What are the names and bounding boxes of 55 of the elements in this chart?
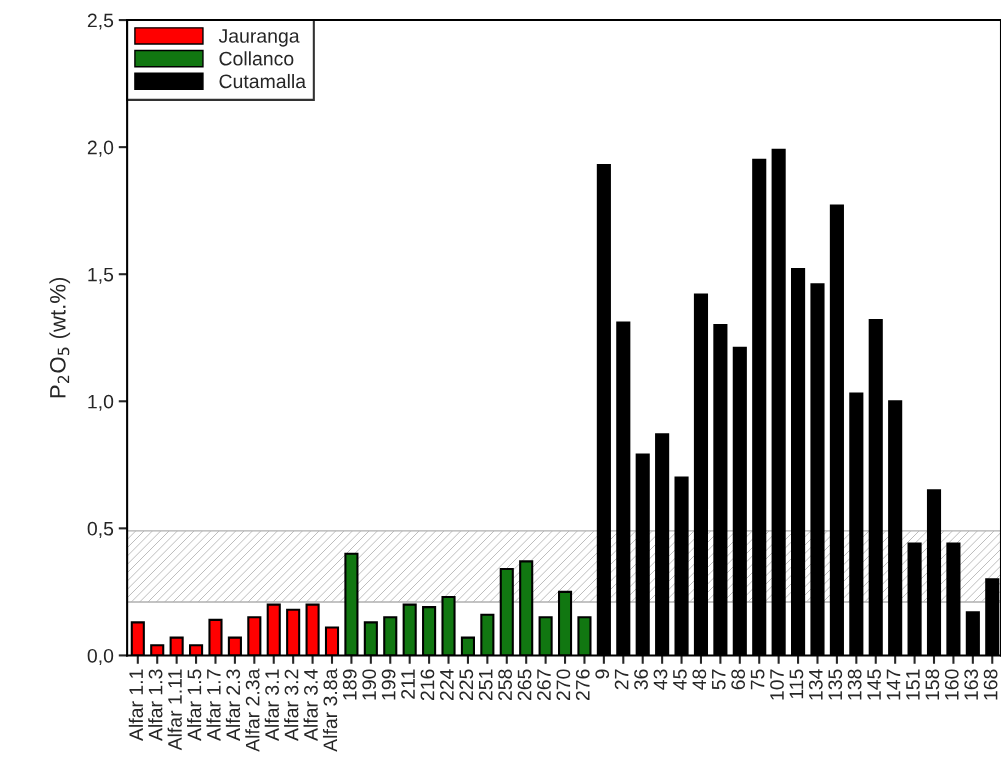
x-tick-label: Alfar 2.3a [245, 668, 260, 752]
legend-label: Collanco [219, 51, 294, 66]
x-tick-label: 115 [789, 669, 804, 699]
x-tick-label: 216 [420, 669, 435, 701]
x-tick-label: 168 [983, 669, 998, 700]
x-tick-label: Alfar 1.7 [206, 669, 221, 741]
x-tick-label: Alfar 1.5 [187, 669, 202, 741]
x-tick-label: 276 [575, 669, 590, 701]
x-tick-label: Alfar 1.1 [128, 669, 144, 741]
y-tick-label: 0,0 [87, 648, 114, 665]
x-tick-label: 138 [847, 669, 862, 700]
x-tick-label: 75 [750, 669, 765, 690]
x-tick-label: Alfar 3.2 [284, 669, 299, 741]
y-tick-label: 0,5 [87, 521, 114, 538]
x-tick-label: 135 [828, 669, 843, 700]
x-tick-label: Alfar 3.1 [264, 669, 279, 741]
x-tick-label: 145 [867, 669, 881, 700]
x-tick-label: 27 [614, 669, 629, 690]
x-tick-label: 151 [906, 669, 920, 700]
y-tick-label: 2,5 [87, 13, 114, 30]
x-tick-label: 258 [498, 669, 512, 701]
x-tick-label: 224 [439, 669, 454, 701]
x-tick-label: Alfar 2.3 [225, 669, 241, 741]
x-tick-label: 163 [964, 669, 979, 700]
x-tick-label: 251 [478, 669, 493, 701]
x-tick-label: Alfar 1.11 [167, 669, 182, 751]
x-tick-label: 57 [712, 669, 726, 690]
y-tick-label: 1,5 [88, 267, 114, 284]
x-tick-label: 189 [342, 669, 357, 700]
x-tick-label: 199 [381, 669, 396, 700]
x-tick-label: Alfar 1.3 [148, 669, 163, 741]
x-tick-label: 160 [944, 669, 959, 700]
legend-label: Jauranga [218, 29, 300, 47]
x-tick-label: 45 [673, 669, 687, 690]
x-tick-label: Alfar 3.4 [303, 669, 318, 741]
x-tick-label: 225 [459, 669, 474, 701]
x-tick-label: 158 [925, 669, 940, 700]
y-tick-label: 1,0 [88, 394, 114, 411]
x-tick-label: 43 [653, 669, 668, 690]
x-tick-label: 270 [556, 669, 571, 701]
x-tick-label: 134 [808, 669, 823, 700]
x-tick-label: 190 [362, 669, 377, 700]
y-tick-label: 2,0 [87, 140, 114, 157]
x-tick-label: Alfar 3.8a [322, 668, 338, 752]
x-tick-label: 211 [401, 669, 415, 699]
x-tick-label: 265 [517, 669, 532, 701]
x-tick-label: 36 [634, 669, 648, 690]
x-tick-label: 9 [595, 669, 610, 679]
y-axis-title: P$_{2}$O$_{5}$ (wt.%) [49, 277, 71, 398]
x-tick-label: 107 [770, 669, 784, 700]
x-tick-label: 147 [886, 669, 901, 700]
x-tick-label: 267 [537, 669, 551, 701]
x-tick-label: 68 [731, 669, 746, 690]
legend-label: Cutamalla [219, 73, 307, 89]
x-tick-label: 48 [692, 669, 707, 690]
